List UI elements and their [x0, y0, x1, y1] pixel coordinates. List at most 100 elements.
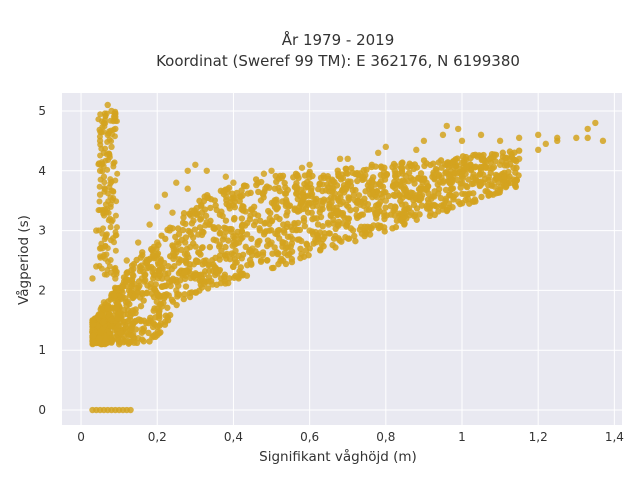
data-point	[477, 131, 485, 139]
data-point	[263, 242, 271, 250]
data-point	[183, 251, 191, 258]
data-point	[112, 229, 119, 236]
data-point	[98, 265, 105, 272]
data-point	[344, 203, 352, 210]
data-point	[354, 214, 361, 222]
data-point	[458, 137, 466, 145]
data-point	[187, 274, 194, 282]
data-point	[466, 190, 473, 197]
data-point	[132, 306, 139, 313]
chart-title-line-2: Koordinat (Sweref 99 TM): E 362176, N 61…	[156, 52, 520, 70]
data-point	[369, 174, 377, 181]
data-point	[472, 163, 479, 170]
data-point	[396, 192, 403, 200]
data-point	[273, 204, 281, 212]
data-point	[201, 268, 209, 275]
data-point	[95, 334, 103, 342]
data-point	[192, 161, 199, 168]
data-point	[170, 255, 177, 263]
data-point	[97, 254, 104, 261]
data-point	[268, 167, 275, 174]
data-point	[374, 209, 381, 216]
data-point	[492, 151, 500, 158]
data-point	[278, 255, 285, 263]
data-point	[455, 198, 462, 205]
data-point	[352, 206, 360, 213]
data-point	[288, 258, 296, 266]
data-point	[96, 329, 104, 336]
data-point	[93, 227, 100, 234]
data-point	[156, 314, 163, 322]
data-point	[506, 173, 513, 180]
data-point	[273, 213, 280, 221]
data-point	[377, 222, 384, 230]
data-point	[337, 200, 344, 208]
data-point	[467, 154, 474, 162]
data-point	[297, 245, 304, 253]
data-point	[515, 134, 523, 142]
data-point	[445, 172, 453, 180]
data-point	[420, 175, 428, 183]
data-point	[110, 312, 117, 319]
data-point	[149, 268, 156, 276]
data-point	[113, 298, 120, 306]
data-point	[407, 189, 414, 196]
data-point	[350, 191, 357, 199]
data-point	[199, 244, 206, 251]
data-point	[357, 223, 365, 231]
data-point	[210, 236, 217, 243]
y-tick-label: 2	[38, 283, 46, 297]
data-point	[216, 252, 224, 259]
data-point	[182, 256, 190, 263]
data-point	[390, 191, 397, 199]
data-point	[459, 153, 467, 160]
data-point	[305, 170, 312, 178]
data-point	[97, 306, 104, 313]
data-point	[223, 250, 231, 258]
data-point	[255, 188, 262, 196]
data-point	[573, 134, 580, 142]
data-point	[174, 293, 181, 300]
data-point	[330, 220, 337, 227]
data-point	[442, 186, 450, 194]
data-point	[454, 125, 462, 133]
data-point	[398, 160, 405, 167]
data-point	[313, 215, 321, 222]
data-point	[273, 199, 280, 207]
data-point	[150, 252, 158, 260]
data-point	[226, 275, 233, 282]
data-point	[477, 167, 485, 174]
data-point	[148, 247, 156, 254]
data-point	[156, 293, 164, 301]
y-axis-label: Vågperiod (s)	[15, 215, 32, 305]
data-point	[230, 238, 238, 246]
data-point	[151, 286, 158, 293]
data-point	[380, 189, 387, 196]
data-point	[107, 237, 114, 244]
data-point	[119, 294, 126, 301]
data-point	[367, 183, 374, 190]
data-point	[356, 170, 364, 177]
data-point	[391, 203, 399, 210]
data-point	[93, 263, 100, 270]
data-point	[211, 197, 218, 204]
data-point	[389, 225, 396, 232]
data-point	[222, 217, 230, 224]
data-point	[463, 182, 470, 190]
data-point	[430, 201, 438, 209]
data-point	[170, 250, 177, 257]
data-point	[124, 311, 132, 318]
data-point	[104, 131, 111, 139]
data-point	[447, 185, 454, 193]
data-point	[107, 176, 114, 183]
data-point	[515, 147, 523, 154]
x-tick-label: 1,2	[529, 430, 548, 444]
data-point	[105, 156, 112, 163]
data-point	[287, 233, 294, 240]
data-point	[496, 161, 504, 168]
data-point	[191, 226, 199, 233]
data-point	[424, 196, 432, 203]
y-tick-labels: 0 1 2 3 4 5	[38, 104, 46, 417]
data-point	[112, 113, 119, 121]
